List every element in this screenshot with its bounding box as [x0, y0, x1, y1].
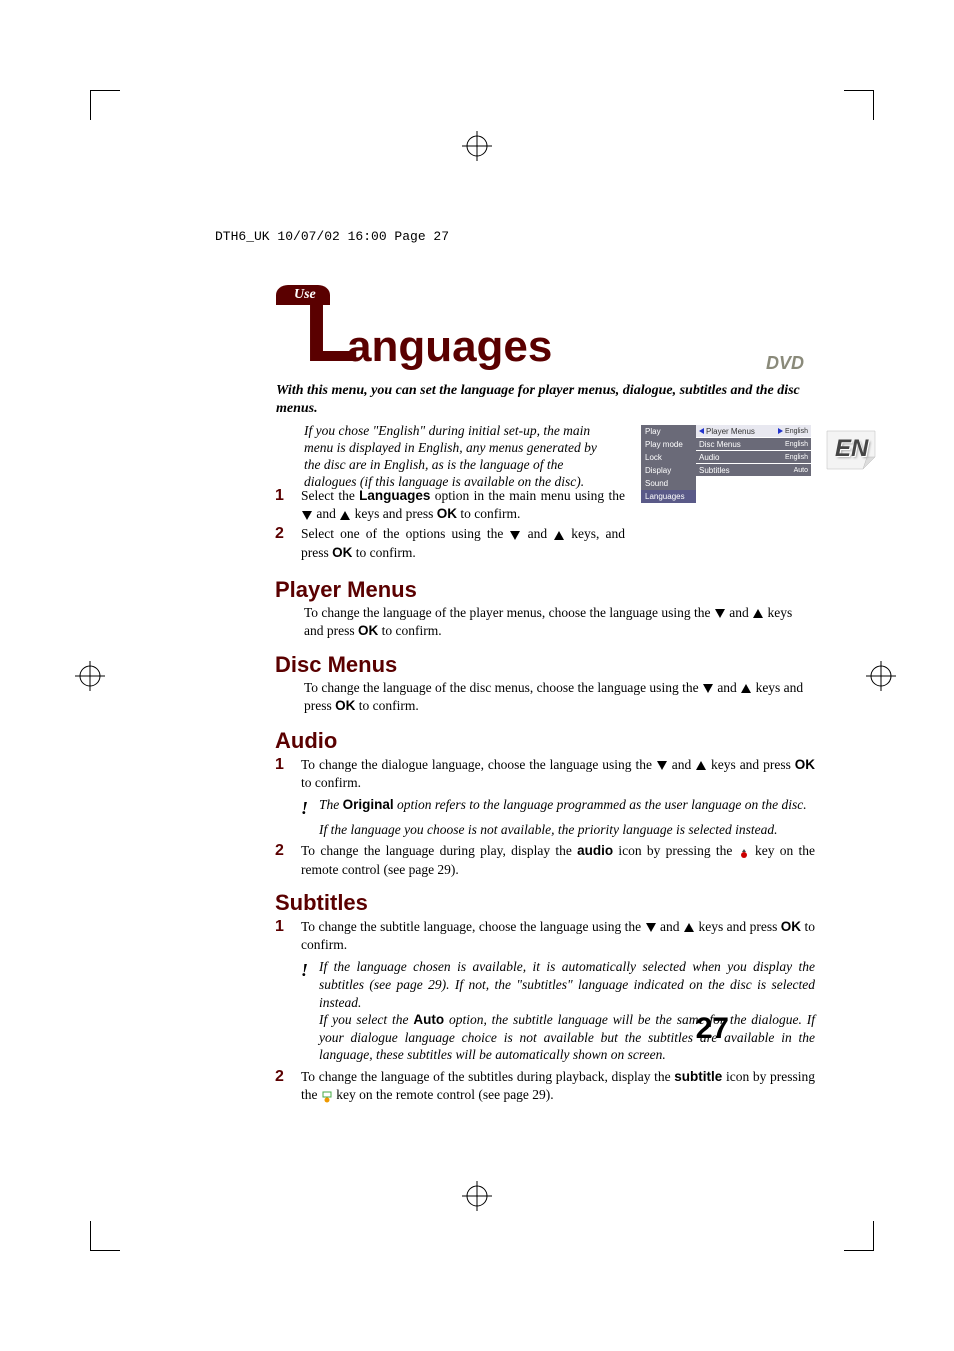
menu-row-player-menus: Player Menus English — [696, 425, 811, 437]
step-text: To change the subtitle language, choose … — [301, 918, 815, 1064]
page-number: 27 — [696, 1012, 729, 1046]
menu-row-subtitles: Subtitles Auto — [696, 464, 811, 476]
menu-item-sound: Sound — [641, 477, 696, 490]
step-number: 1 — [275, 487, 301, 523]
registration-mark-icon — [70, 656, 110, 696]
menu-left-column: Play Play mode Lock Display Sound Langua… — [641, 425, 696, 503]
sub-step-1: 1 To change the subtitle language, choos… — [275, 918, 815, 1064]
audio-step-2: 2 To change the language during play, di… — [275, 842, 815, 878]
menu-row-value: English — [785, 441, 808, 448]
heading-disc-menus: Disc Menus — [275, 652, 397, 678]
registration-mark-icon — [457, 126, 497, 166]
step-text: To change the dialogue language, choose … — [301, 756, 815, 838]
step-number: 1 — [275, 918, 301, 1064]
triangle-up-icon — [554, 531, 564, 540]
intro-steps: 1 Select the Languages option in the mai… — [275, 487, 625, 564]
menu-row-label: Player Menus — [706, 427, 776, 436]
title-text: anguages — [347, 322, 552, 372]
sub-note-1: ! If the language chosen is available, i… — [301, 958, 815, 1011]
heading-subtitles: Subtitles — [275, 890, 368, 916]
menu-row-label: Audio — [699, 453, 785, 462]
menu-row-label: Disc Menus — [699, 440, 785, 449]
intro-text: With this menu, you can set the language… — [276, 382, 816, 418]
triangle-up-icon — [753, 609, 763, 618]
menu-row-audio: Audio English — [696, 451, 811, 463]
step-text: To change the language of the subtitles … — [301, 1068, 815, 1104]
step-text: To change the language during play, disp… — [301, 842, 815, 878]
arrow-left-icon — [699, 428, 704, 434]
en-badge: EN — [825, 429, 880, 471]
disc-menus-text: To change the language of the disc menus… — [304, 679, 814, 714]
audio-step-1: 1 To change the dialogue language, choos… — [275, 756, 815, 838]
menu-item-lock: Lock — [641, 451, 696, 464]
step-number: 1 — [275, 756, 301, 838]
triangle-down-icon — [657, 761, 667, 770]
page-container: DTH6_UK 10/07/02 16:00 Page 27 Use Langu… — [80, 80, 874, 1271]
arrow-right-icon — [778, 428, 783, 434]
triangle-down-icon — [715, 609, 725, 618]
sub-step-2: 2 To change the language of the subtitle… — [275, 1068, 815, 1104]
triangle-down-icon — [510, 531, 520, 540]
note-text: If the language chosen is available, it … — [319, 958, 815, 1011]
menu-item-display: Display — [641, 464, 696, 477]
triangle-down-icon — [703, 684, 713, 693]
triangle-down-icon — [302, 511, 312, 520]
audio-note-2: If the language you choose is not availa… — [319, 821, 815, 839]
crop-mark-icon — [844, 90, 874, 120]
registration-mark-icon — [861, 656, 901, 696]
step-text: Select the Languages option in the main … — [301, 487, 625, 523]
menu-row-value: Auto — [794, 467, 808, 474]
header-info: DTH6_UK 10/07/02 16:00 Page 27 — [215, 229, 449, 244]
step-number: 2 — [275, 1068, 301, 1104]
triangle-up-icon — [340, 511, 350, 520]
triangle-up-icon — [684, 923, 694, 932]
triangle-down-icon — [646, 923, 656, 932]
step-text: Select one of the options using the and … — [301, 525, 625, 561]
dvd-label: DVD — [766, 353, 804, 374]
sub-note-2: If you select the Auto option, the subti… — [319, 1011, 815, 1064]
registration-mark-icon — [457, 1176, 497, 1216]
setup-note: If you chose "English" during initial se… — [304, 423, 614, 491]
player-menus-text: To change the language of the player men… — [304, 604, 814, 639]
step-number: 2 — [275, 525, 301, 561]
subtitle-remote-icon — [321, 1090, 333, 1102]
en-text: EN — [835, 435, 868, 463]
audio-remote-icon — [738, 846, 750, 858]
triangle-up-icon — [696, 761, 706, 770]
exclamation-icon: ! — [301, 796, 319, 820]
menu-item-playmode: Play mode — [641, 438, 696, 451]
note-text: The Original option refers to the langua… — [319, 796, 815, 820]
triangle-up-icon — [741, 684, 751, 693]
menu-item-languages: Languages — [641, 490, 696, 503]
menu-row-label: Subtitles — [699, 466, 794, 475]
crop-mark-icon — [90, 90, 120, 120]
menu-screenshot: Play Play mode Lock Display Sound Langua… — [641, 425, 811, 503]
heading-player-menus: Player Menus — [275, 577, 417, 603]
step-2: 2 Select one of the options using the an… — [275, 525, 625, 561]
crop-mark-icon — [844, 1221, 874, 1251]
subtitles-steps: 1 To change the subtitle language, choos… — [275, 918, 815, 1106]
menu-row-disc-menus: Disc Menus English — [696, 438, 811, 450]
menu-row-value: English — [785, 454, 808, 461]
menu-right-column: Player Menus English Disc Menus English … — [696, 425, 811, 477]
audio-steps: 1 To change the dialogue language, choos… — [275, 756, 815, 881]
step-1: 1 Select the Languages option in the mai… — [275, 487, 625, 523]
crop-mark-icon — [90, 1221, 120, 1251]
menu-item-play: Play — [641, 425, 696, 438]
page-title: Languages — [304, 280, 552, 383]
heading-audio: Audio — [275, 728, 337, 754]
menu-row-value: English — [785, 428, 808, 435]
audio-note-1: ! The Original option refers to the lang… — [301, 796, 815, 820]
step-number: 2 — [275, 842, 301, 878]
exclamation-icon: ! — [301, 958, 319, 1011]
